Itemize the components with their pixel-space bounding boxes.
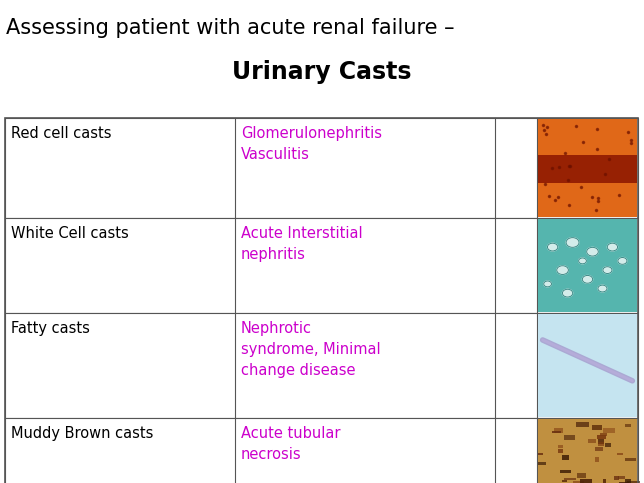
Bar <box>538 419 638 483</box>
Bar <box>595 447 603 451</box>
Circle shape <box>579 258 587 264</box>
Bar <box>603 428 615 433</box>
Bar <box>5 313 638 418</box>
Bar <box>5 418 638 483</box>
Circle shape <box>587 247 598 256</box>
Text: Urinary Casts: Urinary Casts <box>232 60 412 84</box>
Circle shape <box>598 285 607 292</box>
Bar <box>538 462 545 465</box>
Bar <box>605 443 611 447</box>
Bar <box>614 476 619 481</box>
Bar <box>558 449 563 454</box>
Text: Fatty casts: Fatty casts <box>11 321 90 336</box>
Circle shape <box>603 267 612 273</box>
Bar <box>554 428 563 433</box>
Circle shape <box>562 289 573 297</box>
Bar <box>597 435 605 440</box>
Bar <box>598 439 603 444</box>
Text: Acute Interstitial
nephritis: Acute Interstitial nephritis <box>241 226 363 262</box>
Bar <box>594 457 599 462</box>
Text: White Cell casts: White Cell casts <box>11 226 129 241</box>
Text: Nephrotic
syndrome, Minimal
change disease: Nephrotic syndrome, Minimal change disea… <box>241 321 381 378</box>
Circle shape <box>544 281 551 287</box>
Text: Acute tubular
necrosis: Acute tubular necrosis <box>241 426 341 462</box>
Bar <box>562 455 569 460</box>
Text: Red cell casts: Red cell casts <box>11 126 111 141</box>
Bar <box>538 156 638 183</box>
Circle shape <box>547 243 558 251</box>
Bar <box>588 439 596 443</box>
Bar <box>625 480 632 483</box>
Bar <box>598 442 603 446</box>
Bar <box>573 481 584 483</box>
Bar <box>618 476 625 479</box>
Bar <box>5 118 638 483</box>
Bar <box>564 435 575 440</box>
Bar <box>560 470 571 473</box>
Bar <box>617 453 623 455</box>
Text: Assessing patient with acute renal failure –: Assessing patient with acute renal failu… <box>6 18 455 38</box>
Bar <box>552 431 562 433</box>
Text: Glomerulonephritis
Vasculitis: Glomerulonephritis Vasculitis <box>241 126 382 162</box>
Bar <box>592 425 601 430</box>
Bar <box>625 458 636 461</box>
Bar <box>600 433 607 436</box>
Bar <box>538 219 638 312</box>
Bar <box>538 314 638 416</box>
Bar <box>538 119 638 216</box>
Circle shape <box>618 257 627 264</box>
Bar <box>620 482 629 483</box>
Circle shape <box>582 275 592 283</box>
Bar <box>562 480 567 482</box>
Circle shape <box>607 243 618 251</box>
Text: Muddy Brown casts: Muddy Brown casts <box>11 426 153 441</box>
Bar <box>627 481 640 483</box>
Bar <box>577 473 586 478</box>
Bar <box>564 478 576 480</box>
Bar <box>5 218 638 313</box>
Bar <box>625 424 631 427</box>
Bar <box>580 479 592 483</box>
Bar <box>538 453 543 455</box>
Bar <box>5 118 638 218</box>
Circle shape <box>566 238 579 247</box>
Bar <box>603 479 606 483</box>
Circle shape <box>557 266 569 274</box>
Bar <box>558 445 564 448</box>
Bar <box>576 422 589 427</box>
